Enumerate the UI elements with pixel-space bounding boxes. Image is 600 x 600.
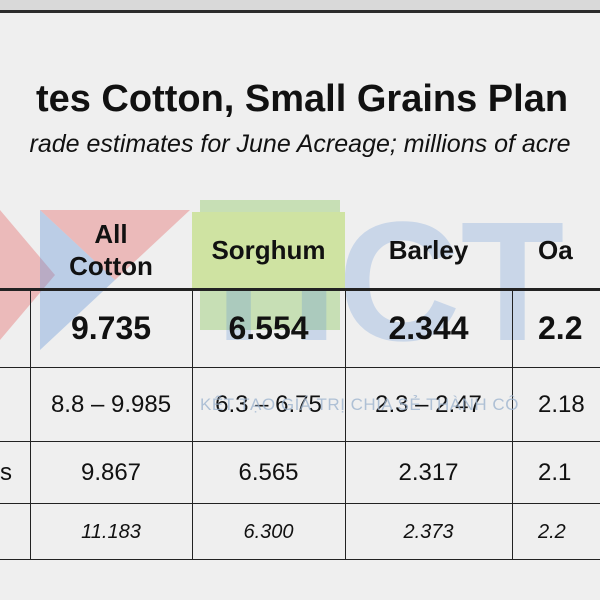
lastyear-barley: 2.373 [403, 520, 454, 543]
grid-h-1 [0, 367, 600, 368]
range-cotton: 8.8 – 9.985 [50, 391, 172, 418]
header-sorghum: Sorghum [211, 235, 326, 265]
slide-title: tes Cotton, Small Grains Plan [35, 78, 569, 120]
header-bg-sorghum [192, 212, 345, 288]
lastyear-cotton: 11.183 [81, 520, 141, 543]
grid-v-3 [512, 288, 513, 560]
top-bar [0, 0, 600, 10]
prior-sorghum: 6.565 [238, 459, 299, 486]
slide-subtitle: rade estimates for June Acreage; million… [29, 130, 571, 158]
grid-v-1 [192, 288, 193, 560]
header-all-cotton-line2: Cotton [69, 251, 153, 281]
avg-barley: 2.344 [388, 309, 469, 346]
header-all-cotton-line1: All [94, 219, 128, 249]
header-oats: Oa [538, 235, 573, 265]
prior-oats: 2.1 [538, 459, 572, 486]
lastyear-oats: 2.2 [538, 520, 566, 543]
watermark-tagline: KẾT TẠO GIÁ TRỊ CHIA SẺ THÀNH CÔ [200, 395, 519, 414]
range-sorghum: 6.3 – 6.75 [215, 391, 322, 418]
slide-card [0, 13, 600, 600]
header-barley: Barley [388, 235, 469, 265]
grid-v-0 [30, 288, 31, 560]
header-all-cotton: All Cotton [30, 212, 192, 288]
grid-v-2 [345, 288, 346, 560]
lastyear-sorghum: 6.300 [243, 520, 294, 543]
grid-h-2 [0, 441, 600, 442]
grid-h-header [0, 288, 600, 291]
avg-oats: 2.2 [538, 309, 583, 346]
avg-cotton: 9.735 [70, 309, 152, 346]
row-label-prior: s [0, 459, 12, 486]
range-oats: 2.18 [538, 391, 585, 418]
avg-sorghum: 6.554 [228, 309, 309, 346]
top-border [0, 10, 600, 13]
range-barley: 2.3 – 2.47 [375, 391, 482, 418]
prior-barley: 2.317 [398, 459, 459, 486]
grid-h-4 [0, 559, 600, 560]
grid-h-3 [0, 503, 600, 504]
prior-cotton: 9.867 [80, 459, 142, 486]
